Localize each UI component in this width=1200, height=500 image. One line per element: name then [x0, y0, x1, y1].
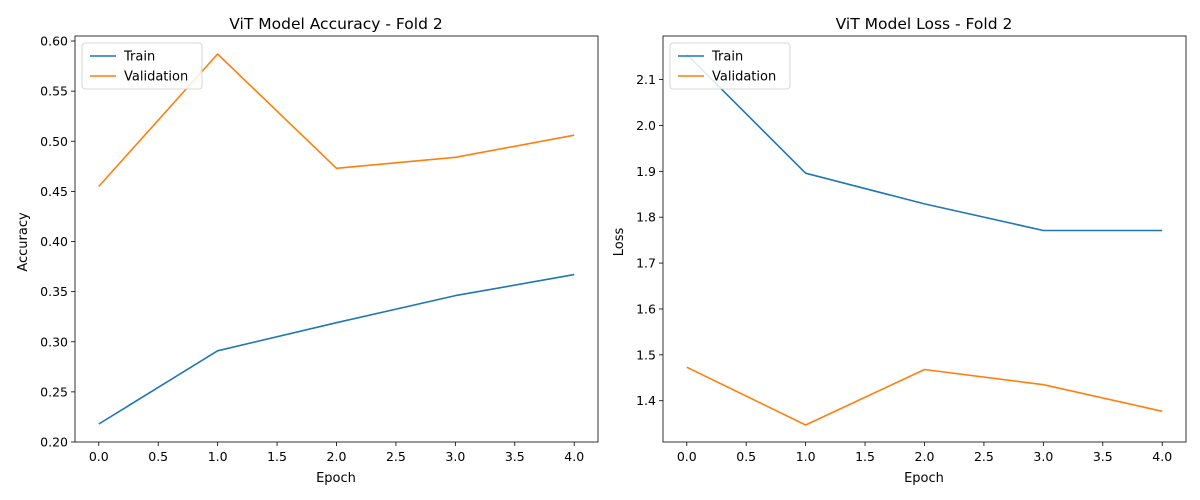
x-tick-label: 1.5 — [855, 449, 875, 464]
y-tick-label: 0.20 — [40, 435, 68, 450]
y-tick-label: 0.25 — [40, 384, 68, 399]
series-line-validation — [686, 366, 1163, 426]
y-tick-label: 1.7 — [636, 256, 656, 271]
x-axis-label: Epoch — [904, 471, 944, 486]
y-tick-label: 1.4 — [636, 393, 656, 408]
y-tick-label: 0.40 — [40, 234, 68, 249]
legend-box — [81, 42, 203, 90]
legend: Train Validation — [81, 42, 203, 90]
chart-title: ViT Model Accuracy - Fold 2 — [229, 15, 442, 33]
x-tick-label: 2.0 — [915, 449, 935, 464]
x-tick-label: 2.5 — [974, 449, 994, 464]
chart-title: ViT Model Loss - Fold 2 — [836, 15, 1013, 33]
y-tick-label: 1.9 — [636, 164, 656, 179]
legend-label-train: Train — [711, 50, 743, 65]
plot-frame — [662, 35, 1187, 443]
series-line-validation — [98, 53, 575, 187]
x-tick-label: 2.5 — [386, 449, 406, 464]
y-tick-label: 1.6 — [636, 301, 656, 316]
accuracy-chart: ViT Model Accuracy - Fold 2 Epoch Accura… — [16, 15, 599, 486]
x-tick-label: 0.5 — [736, 449, 756, 464]
x-tick-label: 1.5 — [267, 449, 287, 464]
legend-box — [669, 42, 791, 90]
legend-label-validation: Validation — [712, 70, 776, 85]
y-tick-label: 0.55 — [40, 84, 68, 99]
y-tick-label: 2.1 — [636, 72, 656, 87]
x-tick-label: 0.0 — [677, 449, 697, 464]
y-tick-label: 0.45 — [40, 184, 68, 199]
x-tick-label: 3.5 — [1093, 449, 1113, 464]
x-axis-label: Epoch — [316, 471, 356, 486]
series-line-train — [98, 273, 575, 425]
x-tick-label: 4.0 — [564, 449, 584, 464]
x-tick-label: 2.0 — [327, 449, 347, 464]
y-tick-label: 0.50 — [40, 134, 68, 149]
y-tick-label: 2.0 — [636, 118, 656, 133]
plot-frame — [74, 35, 599, 443]
legend: Train Validation — [669, 42, 791, 90]
y-tick-label: 0.60 — [40, 34, 68, 49]
x-tick-label: 3.0 — [445, 449, 465, 464]
y-tick-label: 1.5 — [636, 347, 656, 362]
x-tick-label: 0.0 — [89, 449, 109, 464]
x-tick-label: 3.5 — [505, 449, 525, 464]
series-line-train — [686, 53, 1163, 232]
y-axis-label: Loss — [612, 228, 627, 257]
x-tick-label: 1.0 — [796, 449, 816, 464]
legend-label-train: Train — [123, 50, 155, 65]
x-tick-label: 0.5 — [148, 449, 168, 464]
y-axis-label: Accuracy — [16, 212, 31, 272]
x-tick-label: 3.0 — [1033, 449, 1053, 464]
loss-chart: ViT Model Loss - Fold 2 Epoch Loss 0.0 0.… — [612, 15, 1187, 486]
y-tick-label: 0.30 — [40, 334, 68, 349]
legend-label-validation: Validation — [124, 70, 188, 85]
x-tick-label: 4.0 — [1152, 449, 1172, 464]
x-tick-label: 1.0 — [208, 449, 228, 464]
y-tick-label: 1.8 — [636, 210, 656, 225]
y-tick-label: 0.35 — [40, 284, 68, 299]
